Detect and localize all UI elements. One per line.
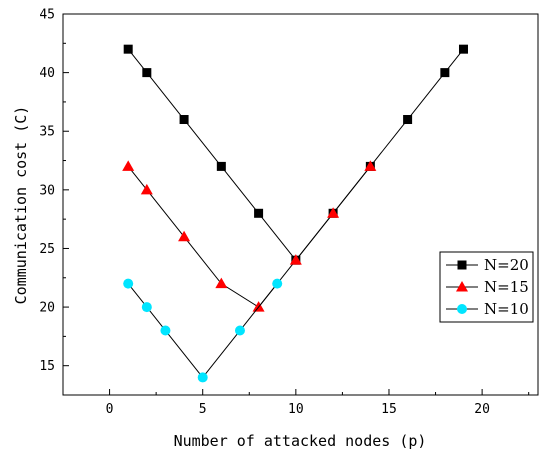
y-tick-label-1: 20 bbox=[39, 301, 55, 316]
point-N=15-3 bbox=[215, 277, 228, 289]
legend-label-N=10: N=10 bbox=[484, 300, 529, 318]
point-N=20-1 bbox=[142, 68, 152, 78]
x-tick-label-4: 20 bbox=[474, 402, 490, 417]
y-tick-label-5: 40 bbox=[39, 66, 55, 81]
point-N=10-2 bbox=[160, 325, 171, 336]
point-N=15-5 bbox=[289, 254, 302, 265]
legend-label-N=20: N=20 bbox=[484, 256, 529, 274]
point-N=20-3 bbox=[216, 161, 226, 171]
point-N=15-1 bbox=[140, 183, 153, 195]
point-N=20-4 bbox=[254, 208, 264, 218]
x-tick-label-0: 0 bbox=[106, 402, 114, 417]
legend-marker-N=15 bbox=[456, 281, 468, 292]
legend-label-N=15: N=15 bbox=[484, 278, 529, 296]
series-line-N=10 bbox=[127, 283, 278, 379]
y-tick-label-4: 35 bbox=[39, 125, 55, 140]
x-tick-label-2: 10 bbox=[288, 402, 304, 417]
legend-marker-N=20 bbox=[457, 260, 467, 270]
x-axis-label: Number of attacked nodes (p) bbox=[174, 432, 427, 450]
series-line-N=15 bbox=[127, 166, 371, 308]
series-N=10 bbox=[123, 278, 283, 383]
legend: N=20 N=15 N=10 bbox=[439, 251, 534, 323]
point-N=10-3 bbox=[197, 372, 208, 383]
point-N=15-2 bbox=[178, 230, 191, 242]
series-layer bbox=[122, 44, 468, 383]
point-N=20-0 bbox=[123, 44, 133, 54]
point-N=20-8 bbox=[403, 115, 413, 125]
y-tick-label-2: 25 bbox=[39, 242, 55, 257]
point-N=10-5 bbox=[272, 278, 283, 289]
point-N=15-7 bbox=[364, 160, 377, 171]
point-N=10-0 bbox=[123, 278, 134, 289]
series-N=15 bbox=[122, 160, 377, 312]
axis-ticks: 0 5 10 15 20 15 20 25 30 35 40 45 bbox=[39, 8, 530, 417]
point-N=15-6 bbox=[327, 207, 340, 218]
y-tick-label-6: 45 bbox=[39, 8, 55, 23]
y-tick-label-0: 15 bbox=[39, 359, 55, 374]
x-tick-label-3: 15 bbox=[381, 402, 397, 417]
point-N=10-4 bbox=[234, 325, 245, 336]
point-N=15-0 bbox=[122, 160, 135, 171]
series-line-N=20 bbox=[127, 48, 464, 261]
legend-marker-N=10 bbox=[457, 304, 467, 314]
y-tick-label-3: 30 bbox=[39, 183, 55, 198]
point-N=20-2 bbox=[179, 115, 189, 125]
x-tick-label-1: 5 bbox=[199, 402, 207, 417]
series-N=20 bbox=[123, 44, 468, 265]
point-N=20-10 bbox=[458, 44, 468, 54]
plot-frame bbox=[62, 13, 539, 396]
point-N=10-1 bbox=[141, 302, 152, 313]
point-N=20-9 bbox=[440, 68, 450, 78]
y-axis-label: Communication cost (C) bbox=[12, 106, 30, 305]
